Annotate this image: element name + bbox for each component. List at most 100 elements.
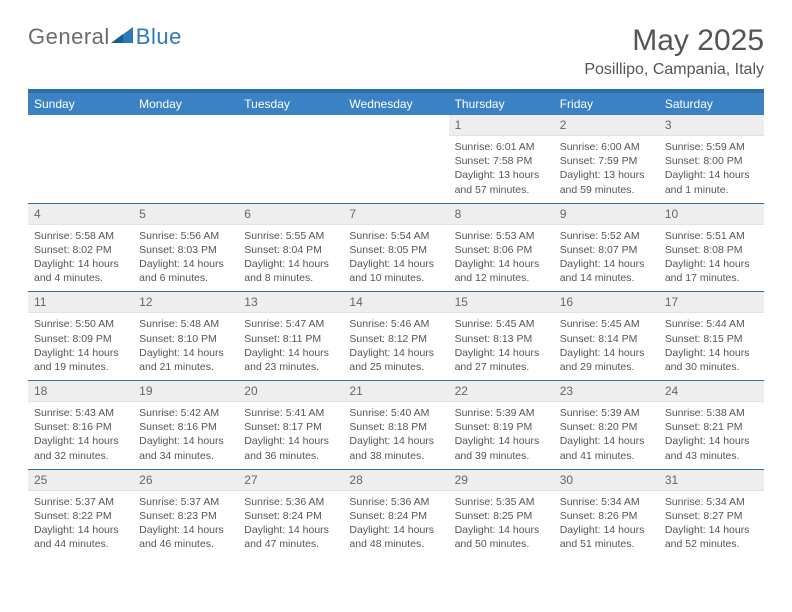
sunset-text: Sunset: 8:18 PM [349, 420, 442, 434]
daylight-text: Daylight: 14 hours and 6 minutes. [139, 257, 232, 285]
day-number: 17 [659, 292, 764, 313]
day-number: 9 [554, 204, 659, 225]
calendar-cell: 26Sunrise: 5:37 AMSunset: 8:23 PMDayligh… [133, 469, 238, 557]
calendar-cell: 1Sunrise: 6:01 AMSunset: 7:58 PMDaylight… [449, 115, 554, 203]
day-number: 26 [133, 470, 238, 491]
daylight-text: Daylight: 14 hours and 27 minutes. [455, 346, 548, 374]
logo-triangle-icon [111, 25, 133, 50]
day-number: 19 [133, 381, 238, 402]
day-number: 29 [449, 470, 554, 491]
calendar-cell: 28Sunrise: 5:36 AMSunset: 8:24 PMDayligh… [343, 469, 448, 557]
day-number: 2 [554, 115, 659, 136]
sunset-text: Sunset: 8:15 PM [665, 332, 758, 346]
sunrise-text: Sunrise: 5:48 AM [139, 317, 232, 331]
day-number: 23 [554, 381, 659, 402]
day-number: 22 [449, 381, 554, 402]
calendar-cell: 22Sunrise: 5:39 AMSunset: 8:19 PMDayligh… [449, 381, 554, 470]
weekday-header: Wednesday [343, 92, 448, 115]
calendar-cell: 8Sunrise: 5:53 AMSunset: 8:06 PMDaylight… [449, 203, 554, 292]
day-content: Sunrise: 5:51 AMSunset: 8:08 PMDaylight:… [659, 225, 764, 292]
day-number: 18 [28, 381, 133, 402]
day-number: 3 [659, 115, 764, 136]
calendar-cell: 21Sunrise: 5:40 AMSunset: 8:18 PMDayligh… [343, 381, 448, 470]
sunrise-text: Sunrise: 5:45 AM [455, 317, 548, 331]
sunrise-text: Sunrise: 5:42 AM [139, 406, 232, 420]
day-number: 13 [238, 292, 343, 313]
day-number: 20 [238, 381, 343, 402]
sunrise-text: Sunrise: 5:52 AM [560, 229, 653, 243]
daylight-text: Daylight: 14 hours and 23 minutes. [244, 346, 337, 374]
daylight-text: Daylight: 14 hours and 46 minutes. [139, 523, 232, 551]
daylight-text: Daylight: 14 hours and 52 minutes. [665, 523, 758, 551]
day-content: Sunrise: 5:36 AMSunset: 8:24 PMDaylight:… [238, 491, 343, 558]
sunrise-text: Sunrise: 5:38 AM [665, 406, 758, 420]
day-content: Sunrise: 5:41 AMSunset: 8:17 PMDaylight:… [238, 402, 343, 469]
sunrise-text: Sunrise: 5:36 AM [244, 495, 337, 509]
daylight-text: Daylight: 13 hours and 59 minutes. [560, 168, 653, 196]
daylight-text: Daylight: 14 hours and 34 minutes. [139, 434, 232, 462]
sunset-text: Sunset: 8:09 PM [34, 332, 127, 346]
sunrise-text: Sunrise: 5:50 AM [34, 317, 127, 331]
calendar-cell: 10Sunrise: 5:51 AMSunset: 8:08 PMDayligh… [659, 203, 764, 292]
day-content: Sunrise: 5:35 AMSunset: 8:25 PMDaylight:… [449, 491, 554, 558]
day-content: Sunrise: 5:37 AMSunset: 8:22 PMDaylight:… [28, 491, 133, 558]
daylight-text: Daylight: 14 hours and 8 minutes. [244, 257, 337, 285]
calendar-cell [238, 115, 343, 203]
sunrise-text: Sunrise: 5:44 AM [665, 317, 758, 331]
day-content: Sunrise: 5:39 AMSunset: 8:20 PMDaylight:… [554, 402, 659, 469]
day-number: 21 [343, 381, 448, 402]
sunrise-text: Sunrise: 6:00 AM [560, 140, 653, 154]
sunrise-text: Sunrise: 5:41 AM [244, 406, 337, 420]
day-number: 10 [659, 204, 764, 225]
calendar-row: 4Sunrise: 5:58 AMSunset: 8:02 PMDaylight… [28, 203, 764, 292]
sunset-text: Sunset: 8:16 PM [139, 420, 232, 434]
calendar-cell: 4Sunrise: 5:58 AMSunset: 8:02 PMDaylight… [28, 203, 133, 292]
day-content: Sunrise: 5:46 AMSunset: 8:12 PMDaylight:… [343, 313, 448, 380]
sunrise-text: Sunrise: 5:35 AM [455, 495, 548, 509]
sunset-text: Sunset: 8:13 PM [455, 332, 548, 346]
sunset-text: Sunset: 8:05 PM [349, 243, 442, 257]
day-number: 1 [449, 115, 554, 136]
location-text: Posillipo, Campania, Italy [584, 61, 764, 79]
sunset-text: Sunset: 8:00 PM [665, 154, 758, 168]
sunrise-text: Sunrise: 5:43 AM [34, 406, 127, 420]
sunset-text: Sunset: 8:10 PM [139, 332, 232, 346]
daylight-text: Daylight: 14 hours and 4 minutes. [34, 257, 127, 285]
daylight-text: Daylight: 14 hours and 14 minutes. [560, 257, 653, 285]
calendar-row: 11Sunrise: 5:50 AMSunset: 8:09 PMDayligh… [28, 292, 764, 381]
title-block: May 2025 Posillipo, Campania, Italy [584, 24, 764, 79]
sunset-text: Sunset: 8:23 PM [139, 509, 232, 523]
calendar-cell: 17Sunrise: 5:44 AMSunset: 8:15 PMDayligh… [659, 292, 764, 381]
sunrise-text: Sunrise: 5:39 AM [560, 406, 653, 420]
day-number: 4 [28, 204, 133, 225]
day-content: Sunrise: 5:34 AMSunset: 8:26 PMDaylight:… [554, 491, 659, 558]
daylight-text: Daylight: 14 hours and 21 minutes. [139, 346, 232, 374]
page-header: General Blue May 2025 Posillipo, Campani… [28, 24, 764, 79]
calendar-cell: 12Sunrise: 5:48 AMSunset: 8:10 PMDayligh… [133, 292, 238, 381]
day-content: Sunrise: 5:52 AMSunset: 8:07 PMDaylight:… [554, 225, 659, 292]
day-content: Sunrise: 5:37 AMSunset: 8:23 PMDaylight:… [133, 491, 238, 558]
calendar-wrap: Sunday Monday Tuesday Wednesday Thursday… [28, 89, 764, 557]
sunset-text: Sunset: 8:20 PM [560, 420, 653, 434]
day-number: 31 [659, 470, 764, 491]
calendar-cell: 20Sunrise: 5:41 AMSunset: 8:17 PMDayligh… [238, 381, 343, 470]
calendar-cell [343, 115, 448, 203]
sunset-text: Sunset: 8:27 PM [665, 509, 758, 523]
daylight-text: Daylight: 14 hours and 32 minutes. [34, 434, 127, 462]
day-number: 6 [238, 204, 343, 225]
daylight-text: Daylight: 14 hours and 38 minutes. [349, 434, 442, 462]
daylight-text: Daylight: 14 hours and 17 minutes. [665, 257, 758, 285]
calendar-cell: 14Sunrise: 5:46 AMSunset: 8:12 PMDayligh… [343, 292, 448, 381]
calendar-table: Sunday Monday Tuesday Wednesday Thursday… [28, 91, 764, 557]
calendar-row: 25Sunrise: 5:37 AMSunset: 8:22 PMDayligh… [28, 469, 764, 557]
sunset-text: Sunset: 8:25 PM [455, 509, 548, 523]
daylight-text: Daylight: 14 hours and 19 minutes. [34, 346, 127, 374]
sunset-text: Sunset: 8:06 PM [455, 243, 548, 257]
day-content: Sunrise: 6:00 AMSunset: 7:59 PMDaylight:… [554, 136, 659, 203]
daylight-text: Daylight: 14 hours and 36 minutes. [244, 434, 337, 462]
sunrise-text: Sunrise: 5:58 AM [34, 229, 127, 243]
calendar-cell: 23Sunrise: 5:39 AMSunset: 8:20 PMDayligh… [554, 381, 659, 470]
calendar-cell: 25Sunrise: 5:37 AMSunset: 8:22 PMDayligh… [28, 469, 133, 557]
calendar-row: 1Sunrise: 6:01 AMSunset: 7:58 PMDaylight… [28, 115, 764, 203]
sunset-text: Sunset: 8:19 PM [455, 420, 548, 434]
